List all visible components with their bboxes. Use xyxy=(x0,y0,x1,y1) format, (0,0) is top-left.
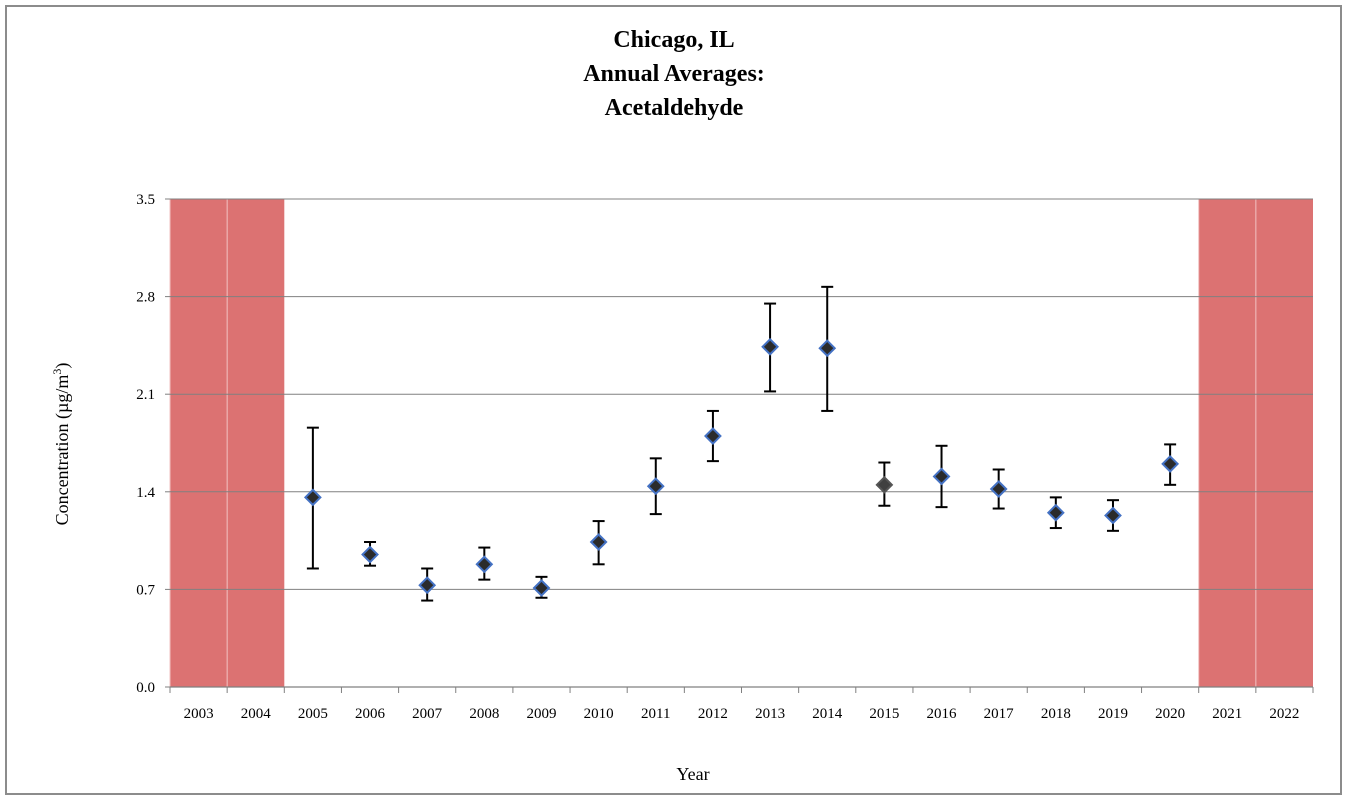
data-point-2017 xyxy=(989,480,1008,498)
data-point-2005 xyxy=(303,488,322,507)
y-tick-label: 3.5 xyxy=(136,192,155,208)
data-point-2011 xyxy=(646,477,665,496)
x-tick-label-2008: 2008 xyxy=(469,706,499,722)
data-point-2007 xyxy=(418,576,437,595)
y-axis-title-close: ) xyxy=(52,363,73,369)
data-point-2012 xyxy=(704,427,722,445)
gridlines xyxy=(165,198,1314,693)
x-tick-label-2013: 2013 xyxy=(755,706,785,722)
x-tick-label-2014: 2014 xyxy=(812,706,843,722)
x-tick-label-2003: 2003 xyxy=(184,706,214,722)
y-tick-label: 2.1 xyxy=(136,387,155,403)
x-tick-label-2020: 2020 xyxy=(1155,706,1185,722)
no-data-band-2022 xyxy=(1255,199,1313,687)
x-tick-label-2010: 2010 xyxy=(584,706,614,722)
data-points xyxy=(303,337,1180,597)
x-tick-label-2007: 2007 xyxy=(412,706,443,722)
x-tick-label-2015: 2015 xyxy=(869,706,899,722)
no-data-bands xyxy=(169,199,1313,687)
no-data-band-2021 xyxy=(1198,199,1256,687)
data-point-2010 xyxy=(589,533,608,551)
x-tick-labels: 2003 2004 2005 2006 2007 2008 2009 2010 2011 2012… xyxy=(184,706,1300,722)
y-axis-title: Concentration (µg/m3) xyxy=(50,363,73,526)
y-axis-title-text: Concentration (µg/m xyxy=(52,375,73,526)
x-tick-label-2004: 2004 xyxy=(241,706,272,722)
data-point-2006 xyxy=(361,545,379,564)
y-tick-label: 0.0 xyxy=(136,680,155,696)
y-tick-labels: 0.0 0.7 1.4 2.1 2.8 3.5 xyxy=(136,192,155,696)
x-tick-label-2018: 2018 xyxy=(1041,706,1071,722)
data-point-2018 xyxy=(1046,503,1065,522)
x-tick-label-2012: 2012 xyxy=(698,706,728,722)
y-axis-title-superscript: 3 xyxy=(50,369,64,375)
x-tick-label-2016: 2016 xyxy=(927,706,958,722)
y-tick-label: 1.4 xyxy=(136,485,155,501)
x-tick-label-2022: 2022 xyxy=(1269,706,1299,722)
y-tick-label: 0.7 xyxy=(136,582,155,598)
data-point-2020 xyxy=(1161,455,1180,473)
x-tick-label-2011: 2011 xyxy=(641,706,670,722)
data-point-2016 xyxy=(932,467,951,486)
data-point-2014 xyxy=(818,339,837,358)
x-tick-label-2005: 2005 xyxy=(298,706,328,722)
chart-title-line-3: Acetaldehyde xyxy=(605,95,744,121)
data-point-2009 xyxy=(532,579,551,597)
chart-title-line-1: Chicago, IL xyxy=(613,27,734,53)
x-tick-label-2006: 2006 xyxy=(355,706,386,722)
data-point-2019 xyxy=(1104,506,1122,525)
error-bars xyxy=(306,285,1177,602)
x-tick-label-2017: 2017 xyxy=(984,706,1015,722)
chart-title-line-2: Annual Averages: xyxy=(583,61,765,87)
no-data-band-2003 xyxy=(170,199,228,687)
data-point-2013 xyxy=(761,337,779,356)
y-tick-label: 2.8 xyxy=(136,290,155,306)
data-point-2015 xyxy=(875,475,894,494)
no-data-band-2004 xyxy=(227,199,285,687)
x-tick-label-2019: 2019 xyxy=(1098,706,1128,722)
data-point-2008 xyxy=(475,555,494,574)
x-tick-label-2009: 2009 xyxy=(526,706,556,722)
x-axis-title: Year xyxy=(676,764,709,784)
x-tick-label-2021: 2021 xyxy=(1212,706,1242,722)
